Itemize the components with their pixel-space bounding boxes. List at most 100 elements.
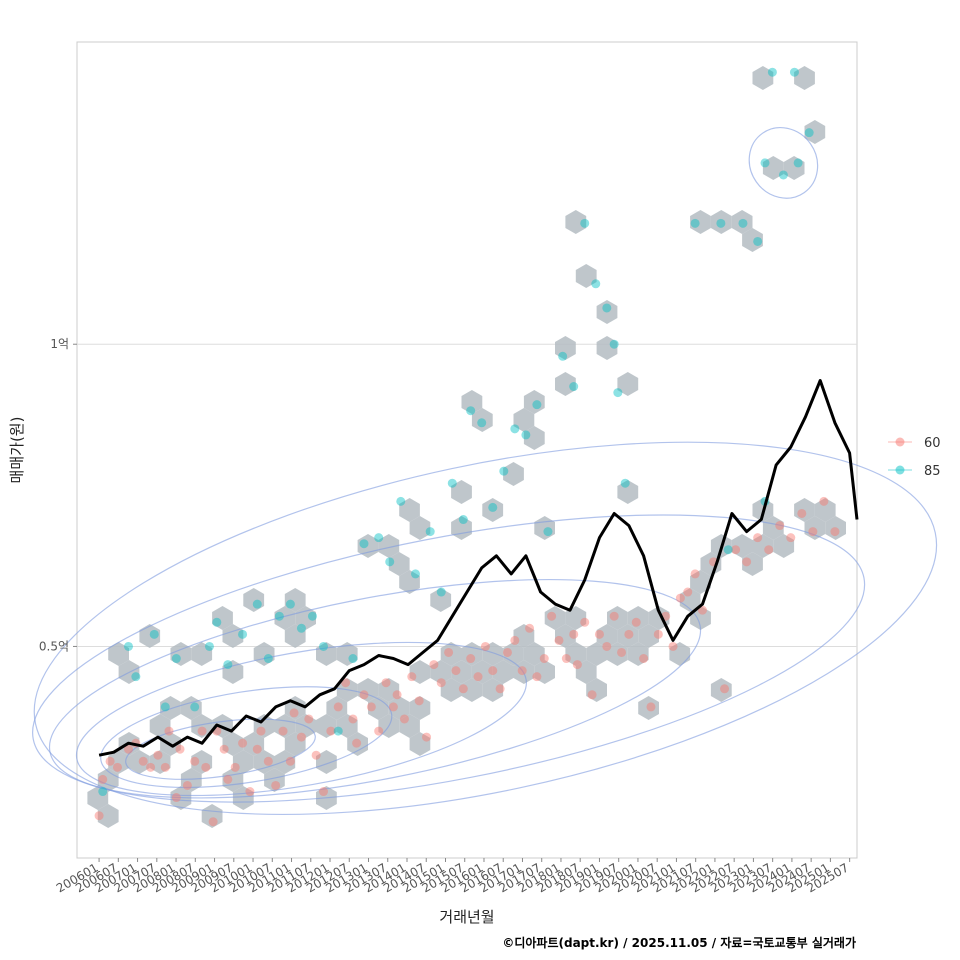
point-60-32 xyxy=(304,714,314,724)
y-tick-label-1: 1억 xyxy=(50,337,69,351)
point-60-99 xyxy=(830,527,840,537)
point-60-70 xyxy=(572,660,582,670)
hex-cell xyxy=(357,534,379,558)
point-60-75 xyxy=(609,611,619,621)
hex-cell xyxy=(669,642,691,666)
point-60-25 xyxy=(256,726,266,736)
hex-cell xyxy=(804,120,826,144)
hex-cell xyxy=(679,588,701,612)
hex-cell xyxy=(544,606,566,630)
point-60-85 xyxy=(683,587,693,597)
point-60-10 xyxy=(164,726,174,736)
hex-cell xyxy=(482,678,504,702)
hex-cell xyxy=(607,642,628,666)
hex-cell xyxy=(617,372,639,396)
point-85-10 xyxy=(238,629,248,639)
point-85-46 xyxy=(716,218,726,228)
point-85-43 xyxy=(613,388,623,398)
point-60-76 xyxy=(617,647,627,657)
hex-cell xyxy=(461,390,483,414)
contour-line-5 xyxy=(33,441,938,815)
hex-cell xyxy=(617,624,639,648)
point-60-94 xyxy=(775,521,785,531)
point-60-49 xyxy=(422,732,432,742)
point-60-27 xyxy=(271,780,281,790)
point-85-2 xyxy=(131,672,141,682)
hex-cell xyxy=(731,534,753,558)
hex-cell xyxy=(596,336,618,360)
hex-cell xyxy=(316,714,337,738)
point-60-58 xyxy=(488,666,498,676)
point-60-13 xyxy=(182,780,192,790)
point-60-73 xyxy=(594,629,604,639)
point-60-60 xyxy=(502,647,512,657)
legend: 60 85 xyxy=(888,436,941,479)
point-60-46 xyxy=(399,714,409,724)
hex-cell xyxy=(201,804,223,828)
hex-cell xyxy=(388,552,410,576)
point-60-0 xyxy=(94,811,104,821)
point-60-83 xyxy=(668,641,678,651)
hex-cell xyxy=(274,750,296,774)
hex-cell xyxy=(326,696,348,720)
point-60-26 xyxy=(263,756,273,766)
point-85-24 xyxy=(410,569,420,579)
hex-cell xyxy=(513,408,535,432)
hex-cell xyxy=(180,696,202,720)
hex-cell xyxy=(232,786,254,810)
hex-cell xyxy=(575,660,597,684)
point-85-17 xyxy=(319,641,329,651)
point-60-93 xyxy=(764,545,774,555)
hex-cell xyxy=(316,750,337,774)
point-60-61 xyxy=(510,635,520,645)
hex-cell xyxy=(191,750,213,774)
hex-cell xyxy=(191,714,213,738)
point-60-84 xyxy=(675,593,685,603)
point-60-45 xyxy=(392,690,402,700)
hex-cell xyxy=(440,678,462,702)
hex-cell xyxy=(430,588,452,612)
point-85-53 xyxy=(793,158,803,168)
point-85-29 xyxy=(466,406,476,416)
point-60-12 xyxy=(175,744,185,754)
legend-key-dot-60 xyxy=(895,437,905,447)
y-axis-ticks: 0.5억 1억 xyxy=(39,337,77,653)
point-60-81 xyxy=(653,629,663,639)
point-60-6 xyxy=(138,756,148,766)
point-85-15 xyxy=(296,623,306,633)
point-60-52 xyxy=(444,647,454,657)
hex-cell xyxy=(399,714,420,738)
hex-cell xyxy=(710,210,732,234)
y-axis-title: 매매가(원) xyxy=(8,417,26,484)
hex-cell xyxy=(638,696,659,720)
plot-panel xyxy=(76,41,858,859)
hex-cell xyxy=(690,570,711,594)
point-85-44 xyxy=(620,478,630,488)
point-85-37 xyxy=(558,351,568,361)
point-60-1 xyxy=(98,774,108,784)
hexbin-layer xyxy=(87,66,846,828)
point-85-54 xyxy=(804,128,814,138)
hex-cell xyxy=(97,804,119,828)
source-caption: ©디아파트(dapt.kr) / 2025.11.05 / 자료=국토교통부 실… xyxy=(502,935,856,950)
hex-cell xyxy=(627,642,649,666)
hex-cell xyxy=(399,498,420,522)
hex-cell xyxy=(503,462,524,486)
point-85-40 xyxy=(591,279,601,289)
point-85-41 xyxy=(602,303,612,313)
point-60-65 xyxy=(539,654,549,664)
hex-cell xyxy=(399,570,420,594)
point-85-35 xyxy=(532,400,542,410)
hex-cell xyxy=(191,642,213,666)
point-60-34 xyxy=(319,787,329,797)
point-60-29 xyxy=(285,756,295,766)
hex-cell xyxy=(222,660,244,684)
hex-cell xyxy=(607,606,628,630)
point-85-20 xyxy=(359,539,369,549)
point-85-27 xyxy=(447,478,457,488)
point-60-86 xyxy=(690,569,700,579)
point-60-62 xyxy=(517,666,527,676)
point-60-48 xyxy=(414,696,424,706)
hex-cell xyxy=(742,228,763,252)
